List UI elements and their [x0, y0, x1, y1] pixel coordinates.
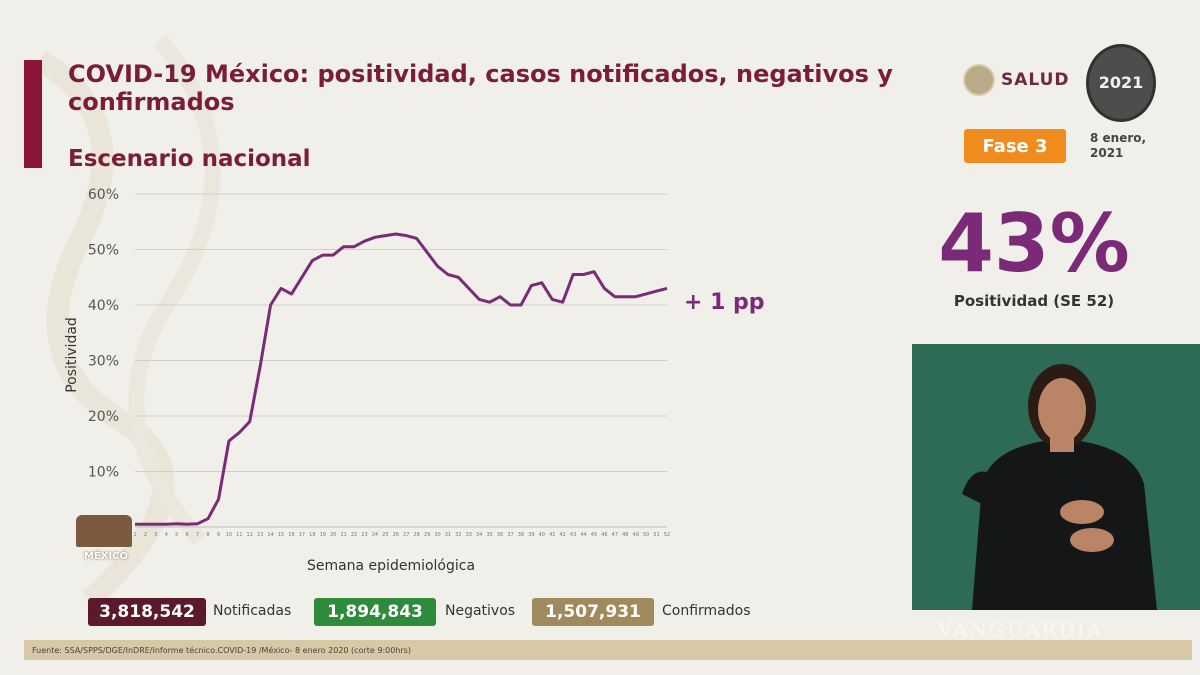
x-tick-label: 4	[165, 532, 168, 538]
x-tick-label: 3	[154, 532, 157, 538]
x-tick-label: 25	[382, 532, 388, 538]
x-axis-label: Semana epidemiológica	[307, 558, 475, 574]
report-date: 8 enero, 2021	[1090, 131, 1147, 160]
x-tick-label: 16	[288, 532, 294, 538]
x-tick-label: 9	[217, 532, 220, 538]
x-tick-label: 10	[226, 532, 232, 538]
x-tick-label: 13	[257, 532, 263, 538]
positivity-label: Positividad (SE 52)	[953, 292, 1115, 310]
x-tick-label: 36	[497, 532, 503, 538]
year-2021-logo: 2021	[1086, 44, 1156, 122]
x-tick-label: 20	[330, 532, 336, 538]
x-tick-label: 39	[528, 532, 534, 538]
x-tick-label: 41	[549, 532, 555, 538]
confirmados-value: 1,507,931	[532, 598, 654, 626]
x-tick-label: 46	[601, 532, 607, 538]
y-tick-label: 50%	[88, 243, 119, 259]
positivity-series-line	[135, 232, 668, 526]
x-tick-label: 30	[434, 532, 440, 538]
x-tick-label: 35	[486, 532, 492, 538]
x-tick-label: 1	[133, 532, 136, 538]
accent-bar	[24, 60, 42, 168]
change-annotation: + 1 pp	[684, 290, 765, 315]
x-tick-label: 5	[175, 532, 178, 538]
notificadas-value: 3,818,542	[88, 598, 206, 626]
x-tick-label: 15	[278, 532, 284, 538]
y-tick-label: 60%	[88, 187, 119, 203]
gobierno-mexico-logo: MÉXICO	[76, 515, 136, 573]
notificadas-label: Notificadas	[213, 603, 292, 619]
x-tick-label: 32	[455, 532, 461, 538]
x-tick-label: 43	[570, 532, 576, 538]
x-tick-label: 44	[580, 532, 586, 538]
background-pattern	[34, 34, 221, 609]
y-tick-label: 40%	[88, 298, 119, 314]
x-tick-label: 17	[299, 532, 305, 538]
seal-icon	[963, 64, 995, 96]
x-tick-label: 42	[559, 532, 565, 538]
x-tick-label: 24	[372, 532, 378, 538]
salud-logo-text: SALUD	[1001, 70, 1070, 90]
page-subtitle: Escenario nacional	[68, 146, 311, 172]
x-tick-label: 26	[393, 532, 399, 538]
x-tick-label: 33	[466, 532, 472, 538]
x-tick-label: 29	[424, 532, 430, 538]
negativos-label: Negativos	[445, 603, 516, 619]
gob-logo-text: MÉXICO	[83, 551, 129, 562]
y-tick-label: 20%	[88, 409, 119, 425]
x-tick-label: 50	[643, 532, 649, 538]
positivity-chart: 10%20%30%40%50%60%1 2 3 4 5 6 7 8 9 10 11 12 13 14 15 1…	[64, 187, 765, 574]
x-tick-label: 38	[518, 532, 524, 538]
x-tick-label: 6	[186, 532, 189, 538]
sign-language-interpreter-video	[912, 344, 1200, 610]
source-footer: Fuente: SSA/SPPS/DGE/InDRE/Informe técni…	[24, 640, 1192, 660]
x-tick-label: 18	[309, 532, 315, 538]
page-title: COVID-19 México: positividad, casos noti…	[68, 60, 893, 116]
x-tick-label: 49	[633, 532, 639, 538]
y-axis-label: Positividad	[64, 317, 80, 393]
x-tick-label: 47	[612, 532, 618, 538]
x-tick-label: 8	[206, 532, 209, 538]
x-tick-label: 2	[144, 532, 147, 538]
negativos-value: 1,894,843	[314, 598, 436, 626]
x-tick-label: 28	[413, 532, 419, 538]
x-tick-label: 34	[476, 532, 482, 538]
x-tick-label: 27	[403, 532, 409, 538]
x-tick-label: 52	[664, 532, 670, 538]
x-tick-label: 22	[351, 532, 357, 538]
x-tick-label: 51	[653, 532, 659, 538]
x-tick-label: 48	[622, 532, 628, 538]
salud-logo: SALUD	[963, 64, 1070, 96]
heroes-icon	[76, 515, 132, 547]
x-tick-label: 7	[196, 532, 199, 538]
x-tick-label: 21	[340, 532, 346, 538]
x-tick-label: 11	[236, 532, 242, 538]
confirmados-label: Confirmados	[662, 603, 751, 619]
x-tick-label: 12	[247, 532, 253, 538]
x-tick-label: 14	[267, 532, 273, 538]
x-tick-label: 31	[445, 532, 451, 538]
y-tick-label: 30%	[88, 354, 119, 370]
year-2021-text: 2021	[1098, 73, 1144, 92]
fase-badge: Fase 3	[964, 129, 1066, 163]
x-tick-label: 40	[539, 532, 545, 538]
x-tick-label: 23	[361, 532, 367, 538]
positivity-value: 43%	[938, 197, 1130, 290]
interpreter-figure	[962, 364, 1157, 610]
x-tick-label: 19	[320, 532, 326, 538]
x-tick-label: 37	[507, 532, 513, 538]
y-tick-label: 10%	[88, 465, 119, 481]
x-tick-label: 45	[591, 532, 597, 538]
watermark: VANGUARDIA	[938, 618, 1104, 642]
